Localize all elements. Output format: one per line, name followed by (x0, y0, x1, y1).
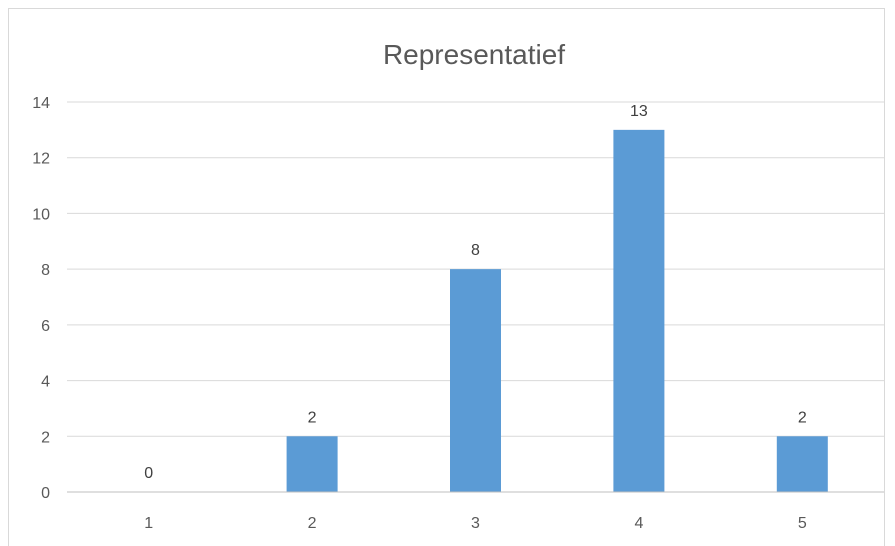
data-label: 8 (471, 242, 480, 259)
x-tick-label: 2 (308, 515, 317, 532)
x-tick-label: 3 (471, 515, 480, 532)
y-tick-label: 10 (32, 206, 50, 223)
y-axis-ticks: 0 2 4 6 8 10 12 14 (32, 95, 50, 502)
y-tick-label: 14 (32, 95, 50, 112)
x-axis-ticks: 1 2 3 4 5 (144, 515, 807, 532)
y-tick-label: 6 (41, 318, 50, 335)
x-tick-label: 1 (144, 515, 153, 532)
bar (450, 269, 501, 492)
y-tick-label: 8 (41, 262, 50, 279)
data-label: 13 (630, 103, 648, 120)
data-labels: 0 2 8 13 2 (144, 103, 807, 482)
y-tick-label: 2 (41, 429, 50, 446)
data-label: 2 (798, 409, 807, 426)
chart-title: Representatief (383, 39, 565, 70)
bar (613, 129, 665, 492)
bar (286, 436, 338, 492)
x-tick-label: 5 (798, 515, 807, 532)
bar (776, 436, 828, 492)
data-label: 0 (144, 465, 153, 482)
chart-frame (8, 8, 885, 546)
y-tick-label: 0 (41, 485, 50, 502)
y-tick-label: 4 (41, 374, 50, 391)
y-tick-label: 12 (32, 151, 50, 168)
x-tick-label: 4 (634, 515, 643, 532)
data-label: 2 (308, 409, 317, 426)
bars (286, 129, 828, 492)
